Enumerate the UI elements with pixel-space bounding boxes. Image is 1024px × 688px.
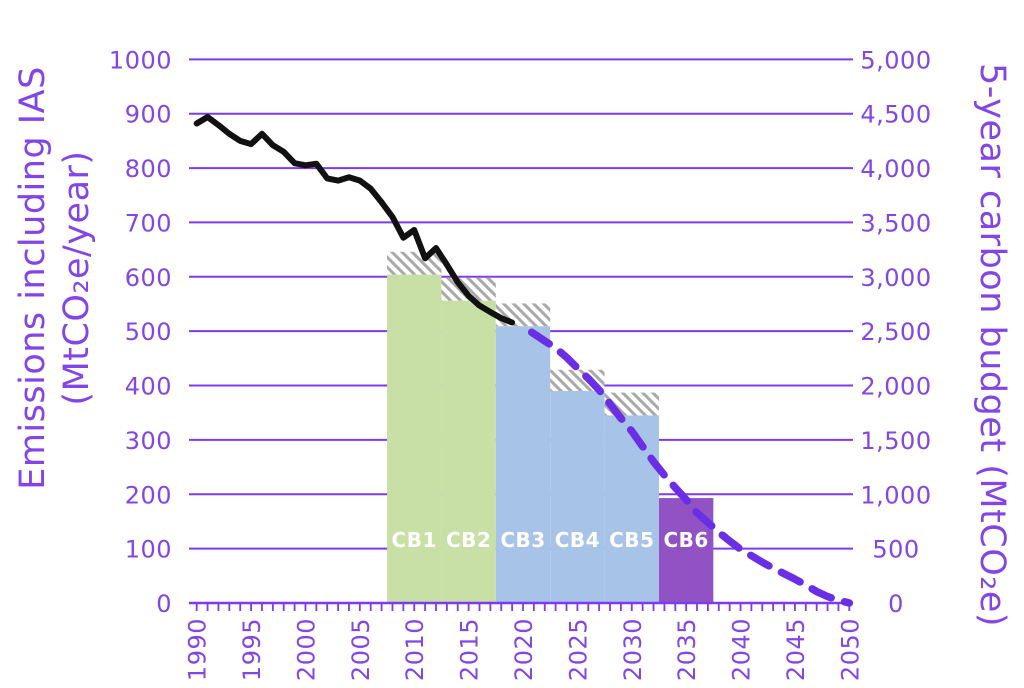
x-axis-tick-label: 2025 xyxy=(564,618,592,681)
left-axis-tick-label: 100 xyxy=(125,536,172,564)
left-axis-tick-label: 200 xyxy=(125,481,172,509)
budget-label-cb5: CB5 xyxy=(609,528,654,552)
left-axis-tick-label: 500 xyxy=(125,318,172,346)
right-axis-tick-label: 1,000 xyxy=(860,481,931,509)
budget-label-cb3: CB3 xyxy=(500,528,545,552)
x-axis-tick-label: 2045 xyxy=(782,618,810,681)
x-axis-tick-label: 2035 xyxy=(673,618,701,681)
budget-label-cb4: CB4 xyxy=(555,528,600,552)
right-axis-tick-label: 2,500 xyxy=(860,318,931,346)
right-axis-tick-label: 2,000 xyxy=(860,373,931,401)
left-axis-title-line1: Emissions including IAS xyxy=(13,66,53,490)
hatch-cap-cb1 xyxy=(387,251,442,275)
carbon-budget-bars xyxy=(387,251,714,603)
left-axis-tick-label: 800 xyxy=(125,155,172,183)
right-axis-tick-label: 500 xyxy=(872,536,919,564)
bar-cb2 xyxy=(441,300,496,603)
x-axis-tick-label: 2005 xyxy=(347,618,375,681)
projected-pathway-to-zero-line xyxy=(527,328,854,607)
carbon-budget-labels: CB1 CB2 CB3 CB4 CB5 CB6 xyxy=(392,528,709,552)
budget-label-cb6: CB6 xyxy=(663,528,708,552)
right-axis-tick-label: 5,000 xyxy=(860,46,931,74)
left-axis-tick-label: 600 xyxy=(125,264,172,292)
bar-cb4 xyxy=(550,390,605,603)
x-axis-tick-label: 1990 xyxy=(184,618,212,681)
x-axis-tick-label: 1995 xyxy=(238,618,266,681)
right-axis-tick-label: 1,500 xyxy=(860,427,931,455)
right-axis-tick-label: 4,000 xyxy=(860,155,931,183)
data-lines xyxy=(193,114,854,607)
x-axis-tick-label: 2030 xyxy=(619,618,647,681)
hatch-cap-cb2 xyxy=(441,277,496,301)
left-axis-tick-label: 700 xyxy=(125,209,172,237)
hatch-cap-cb3 xyxy=(495,303,551,327)
left-axis-tick-label: 900 xyxy=(125,101,172,129)
right-axis-tick-label: 3,000 xyxy=(860,264,931,292)
x-axis-tick-label: 2020 xyxy=(510,618,538,681)
left-axis-tick-label: 0 xyxy=(156,590,172,618)
right-axis-title: 5-year carbon budget (MtCO₂e) xyxy=(972,63,1012,627)
bar-cb5 xyxy=(604,415,659,603)
x-axis-tick-label: 2015 xyxy=(456,618,484,681)
budget-label-cb1: CB1 xyxy=(392,528,437,552)
axis-tick-labels: 0 100 200 300 400 500 600 700 800 900 1000 0 500 1,00… xyxy=(109,46,931,681)
left-axis-title-line2: (MtCO₂e/year) xyxy=(57,150,97,405)
left-axis-tick-label: 400 xyxy=(125,373,172,401)
right-axis-tick-label: 0 xyxy=(888,590,904,618)
budget-label-cb2: CB2 xyxy=(446,528,491,552)
x-axis-tick-label: 2000 xyxy=(292,618,320,681)
x-axis-tick-label: 2010 xyxy=(401,618,429,681)
historical-emissions-including-ias-line xyxy=(193,114,516,326)
x-axis xyxy=(189,601,853,611)
right-axis-tick-label: 4,500 xyxy=(860,101,931,129)
left-axis-tick-label: 300 xyxy=(125,427,172,455)
bar-cb1 xyxy=(387,274,442,603)
right-axis-tick-label: 3,500 xyxy=(860,209,931,237)
bar-cb3 xyxy=(495,326,551,603)
left-axis-tick-label: 1000 xyxy=(109,46,172,74)
x-axis-tick-label: 2050 xyxy=(836,618,864,681)
x-axis-tick-label: 2040 xyxy=(728,618,756,681)
